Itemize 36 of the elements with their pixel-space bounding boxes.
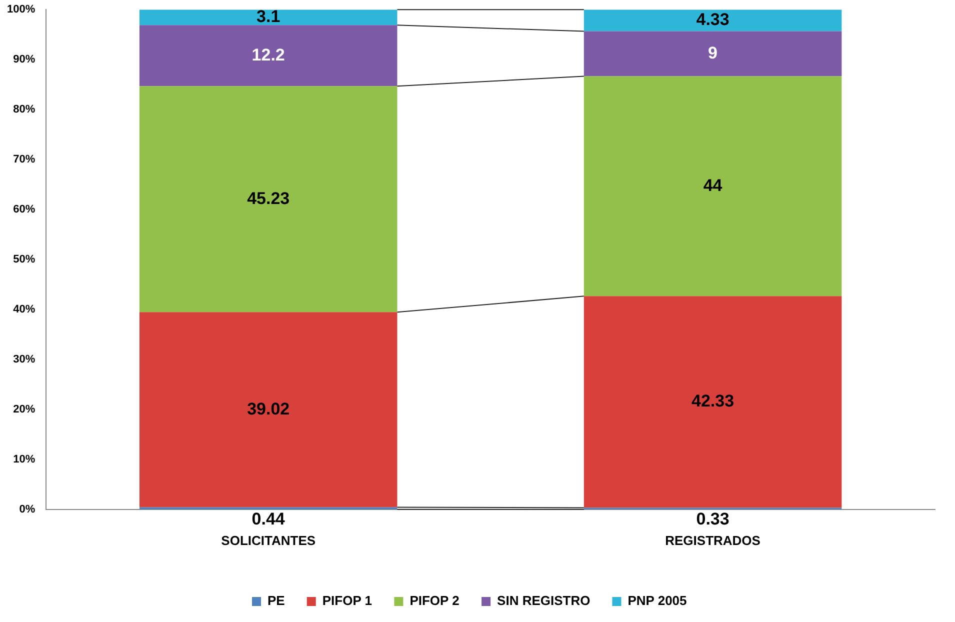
data-label: 4.33 bbox=[696, 10, 730, 30]
y-tick-label: 80% bbox=[13, 104, 36, 116]
y-tick-label: 40% bbox=[13, 304, 36, 316]
y-tick-label: 90% bbox=[13, 54, 36, 66]
bar bbox=[139, 10, 398, 26]
y-tick-label: 0% bbox=[19, 503, 36, 516]
x-tick-label: REGISTRADOS bbox=[665, 532, 761, 548]
bar bbox=[139, 86, 398, 312]
data-label: 0.44 bbox=[252, 510, 286, 529]
legend-label: PIFOP 2 bbox=[410, 593, 460, 608]
bar bbox=[584, 76, 842, 296]
y-tick-label: 70% bbox=[13, 154, 36, 166]
y-tick-label: 20% bbox=[13, 403, 36, 416]
data-label: 12.2 bbox=[252, 45, 285, 64]
data-label: 3.1 bbox=[256, 7, 280, 26]
y-tick-label: 10% bbox=[13, 453, 36, 466]
y-tick-label: 100% bbox=[6, 4, 36, 16]
data-label: 45.23 bbox=[247, 188, 290, 208]
y-tick-label: 50% bbox=[13, 254, 36, 266]
data-label: 44 bbox=[703, 176, 723, 195]
legend-label: PNP 2005 bbox=[628, 593, 687, 608]
y-tick-label: 60% bbox=[13, 204, 36, 216]
bar bbox=[584, 31, 842, 76]
bar bbox=[139, 25, 398, 86]
bar bbox=[584, 10, 842, 32]
x-tick-label: SOLICITANTES bbox=[221, 532, 316, 548]
y-tick-label: 30% bbox=[13, 353, 36, 366]
data-label: 9 bbox=[708, 43, 718, 62]
bar bbox=[139, 312, 398, 508]
data-label: 42.33 bbox=[692, 392, 734, 411]
data-label: 0.33 bbox=[696, 510, 730, 529]
legend-label: SIN REGISTRO bbox=[497, 593, 590, 608]
bar bbox=[584, 296, 842, 508]
legend-label: PE bbox=[268, 593, 286, 608]
legend-label: PIFOP 1 bbox=[322, 593, 372, 608]
data-label: 39.02 bbox=[247, 399, 290, 418]
